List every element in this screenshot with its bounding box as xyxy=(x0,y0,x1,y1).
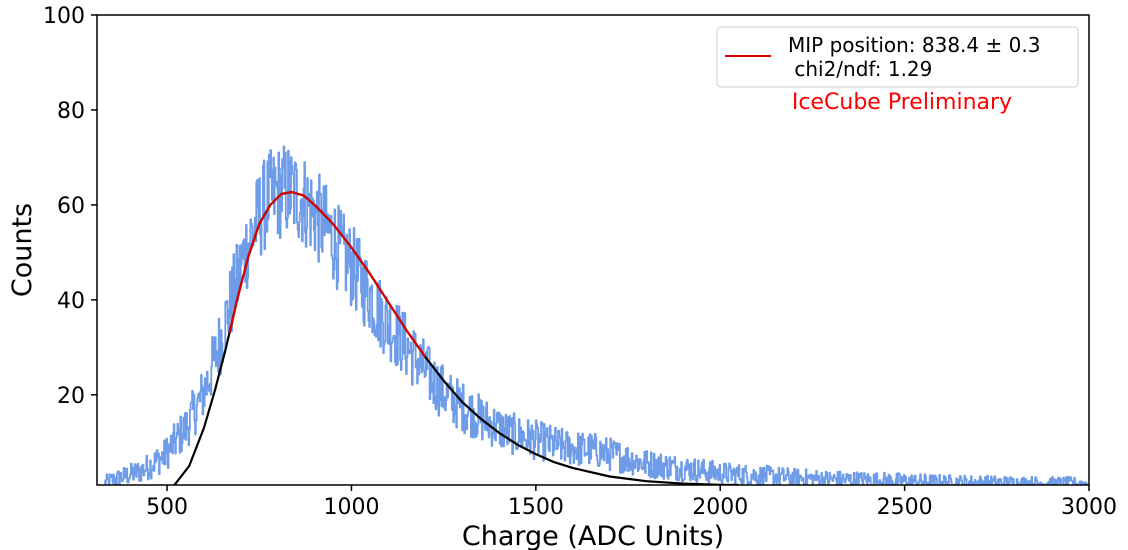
y-tick-label: 40 xyxy=(57,289,85,314)
legend-label-line2: chi2/ndf: 1.29 xyxy=(788,57,932,81)
x-tick-label: 1500 xyxy=(508,495,564,520)
plot-area xyxy=(96,14,1090,486)
x-tick-label: 1000 xyxy=(323,495,379,520)
legend-box xyxy=(716,26,1079,88)
series-line-0 xyxy=(104,145,1089,485)
y-tick-label: 100 xyxy=(43,4,85,29)
series-line-2 xyxy=(228,191,427,358)
x-tick-label: 2500 xyxy=(877,495,933,520)
legend: MIP position: 838.4 ± 0.3 chi2/ndf: 1.29 xyxy=(716,26,1079,88)
y-tick-label: 20 xyxy=(57,384,85,409)
series-layer xyxy=(104,145,1089,485)
y-axis: 20 40 60 80 100 xyxy=(43,4,97,409)
legend-label-line1: MIP position: 838.4 ± 0.3 xyxy=(788,33,1040,57)
plot-frame xyxy=(96,14,1090,486)
y-tick-label: 80 xyxy=(57,99,85,124)
series-line-1 xyxy=(173,191,739,485)
x-tick-label: 3000 xyxy=(1061,495,1117,520)
y-tick-label: 60 xyxy=(57,194,85,219)
x-tick-label: 500 xyxy=(146,495,188,520)
preliminary-annotation: IceCube Preliminary xyxy=(792,90,1012,115)
x-axis: 500 1000 1500 2000 2500 3000 xyxy=(146,485,1117,520)
x-axis-title: Charge (ADC Units) xyxy=(462,521,724,550)
y-axis-title: Counts xyxy=(7,203,38,297)
x-tick-label: 2000 xyxy=(692,495,748,520)
